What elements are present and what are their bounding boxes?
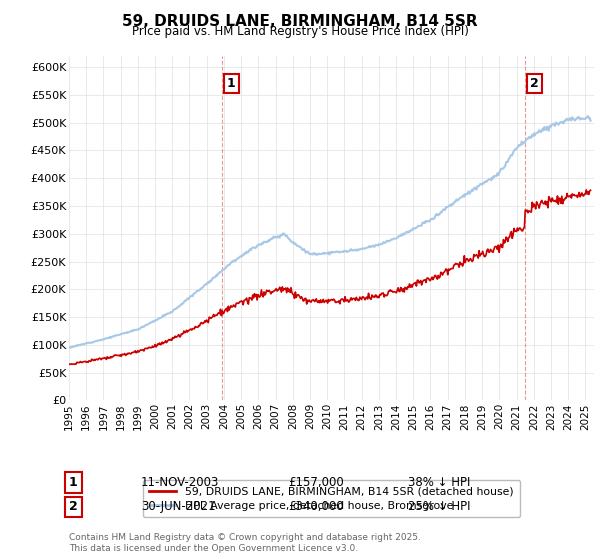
- Text: 59, DRUIDS LANE, BIRMINGHAM, B14 5SR: 59, DRUIDS LANE, BIRMINGHAM, B14 5SR: [122, 14, 478, 29]
- Text: £340,000: £340,000: [288, 500, 344, 514]
- Text: 38% ↓ HPI: 38% ↓ HPI: [408, 476, 470, 489]
- Text: 30-JUN-2021: 30-JUN-2021: [141, 500, 215, 514]
- Text: 2: 2: [69, 500, 78, 514]
- Text: 11-NOV-2003: 11-NOV-2003: [141, 476, 220, 489]
- Text: 25% ↓ HPI: 25% ↓ HPI: [408, 500, 470, 514]
- Text: 1: 1: [69, 476, 78, 489]
- Text: Contains HM Land Registry data © Crown copyright and database right 2025.
This d: Contains HM Land Registry data © Crown c…: [69, 533, 421, 553]
- Text: 2: 2: [530, 77, 539, 90]
- Text: 1: 1: [227, 77, 235, 90]
- Text: Price paid vs. HM Land Registry's House Price Index (HPI): Price paid vs. HM Land Registry's House …: [131, 25, 469, 38]
- Legend: 59, DRUIDS LANE, BIRMINGHAM, B14 5SR (detached house), HPI: Average price, detac: 59, DRUIDS LANE, BIRMINGHAM, B14 5SR (de…: [143, 480, 520, 517]
- Text: £157,000: £157,000: [288, 476, 344, 489]
